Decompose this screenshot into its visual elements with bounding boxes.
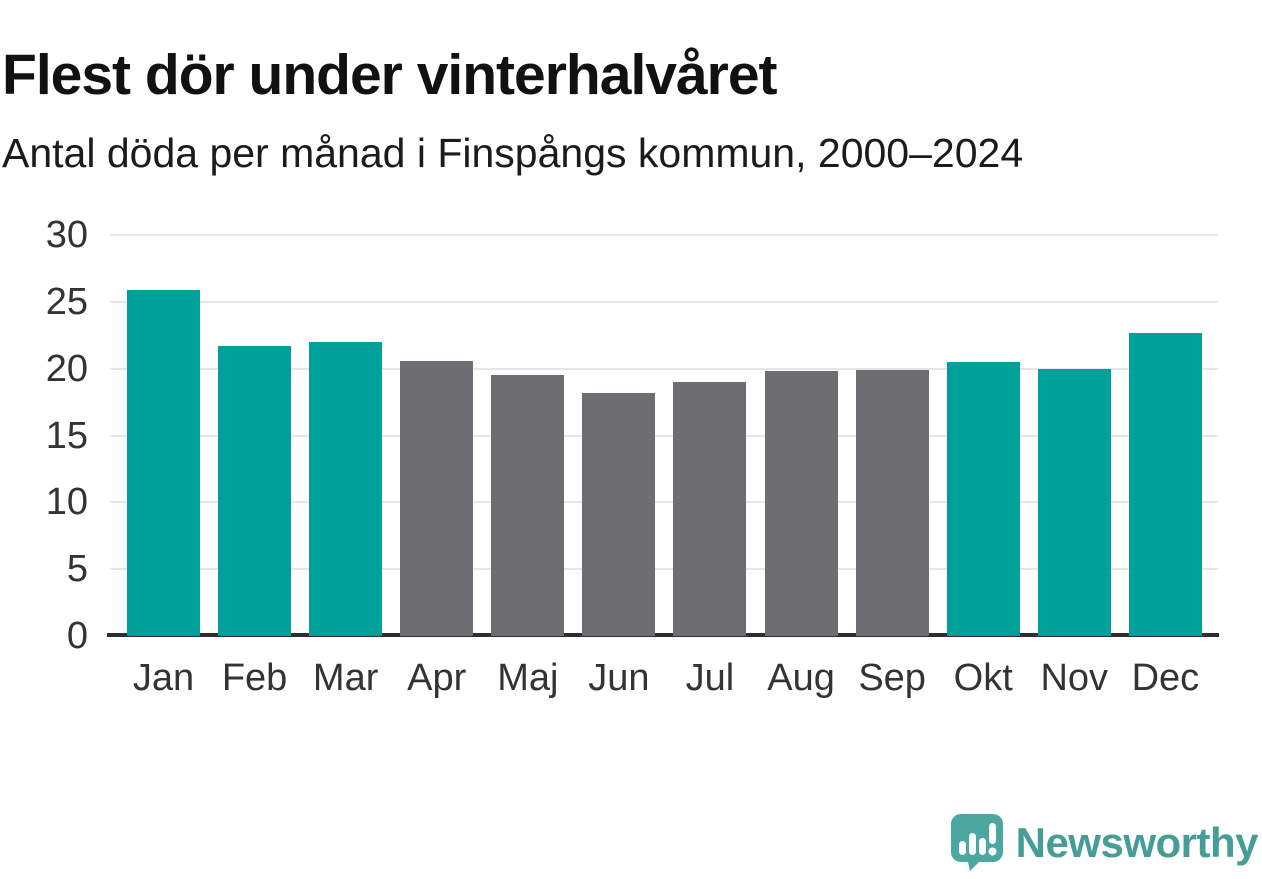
bar-nov (1037, 368, 1111, 636)
x-tick-nov: Nov (1040, 657, 1109, 699)
y-tick-20: 20 (45, 347, 88, 390)
bar-maj (491, 375, 565, 636)
x-tick-jun: Jun (588, 657, 650, 699)
bar-sep (855, 370, 929, 636)
x-tick-maj: Maj (497, 657, 559, 699)
gridline-25 (110, 300, 1218, 303)
x-tick-jul: Jul (685, 657, 735, 699)
y-tick-0: 0 (66, 615, 88, 657)
x-tick-feb: Feb (221, 657, 288, 699)
newsworthy-logo-text: Newsworthy (1015, 818, 1259, 866)
bar-jul (673, 382, 747, 636)
bar-okt (946, 362, 1020, 636)
x-axis-line (107, 633, 1219, 637)
x-tick-sep: Sep (858, 657, 926, 699)
gridline-5 (110, 568, 1218, 571)
bar-aug (764, 371, 838, 636)
gridline-10 (110, 501, 1218, 504)
bar-mar (309, 341, 383, 636)
x-tick-okt: Okt (953, 657, 1013, 699)
y-tick-25: 25 (45, 280, 88, 323)
y-tick-15: 15 (45, 414, 88, 457)
plot-area (110, 235, 1218, 636)
bar-dec (1128, 332, 1202, 636)
y-tick-5: 5 (66, 548, 88, 591)
x-tick-apr: Apr (407, 657, 467, 699)
gridline-30 (110, 234, 1218, 236)
bar-apr (400, 360, 474, 636)
bar-jun (582, 392, 656, 636)
chart-title: Flest dör under vinterhalvåret (2, 43, 778, 108)
y-tick-30: 30 (45, 214, 88, 256)
newsworthy-bubble-barchart-icon (950, 814, 1003, 871)
x-axis-labels: Jan Feb Mar Apr Maj Jun Jul Aug Sep Okt Nov Dec (110, 650, 1218, 710)
chart-subtitle: Antal döda per månad i Finspångs kommun,… (2, 130, 1024, 176)
newsworthy-logo: Newsworthy (950, 814, 1259, 871)
x-tick-aug: Aug (767, 657, 835, 699)
x-tick-jan: Jan (132, 657, 195, 699)
bar-jan (127, 289, 200, 636)
gridline-20 (110, 367, 1218, 370)
gridline-15 (110, 434, 1218, 437)
x-tick-mar: Mar (312, 657, 379, 699)
x-tick-dec: Dec (1131, 657, 1200, 699)
y-tick-10: 10 (45, 481, 88, 524)
bar-feb (218, 345, 292, 636)
